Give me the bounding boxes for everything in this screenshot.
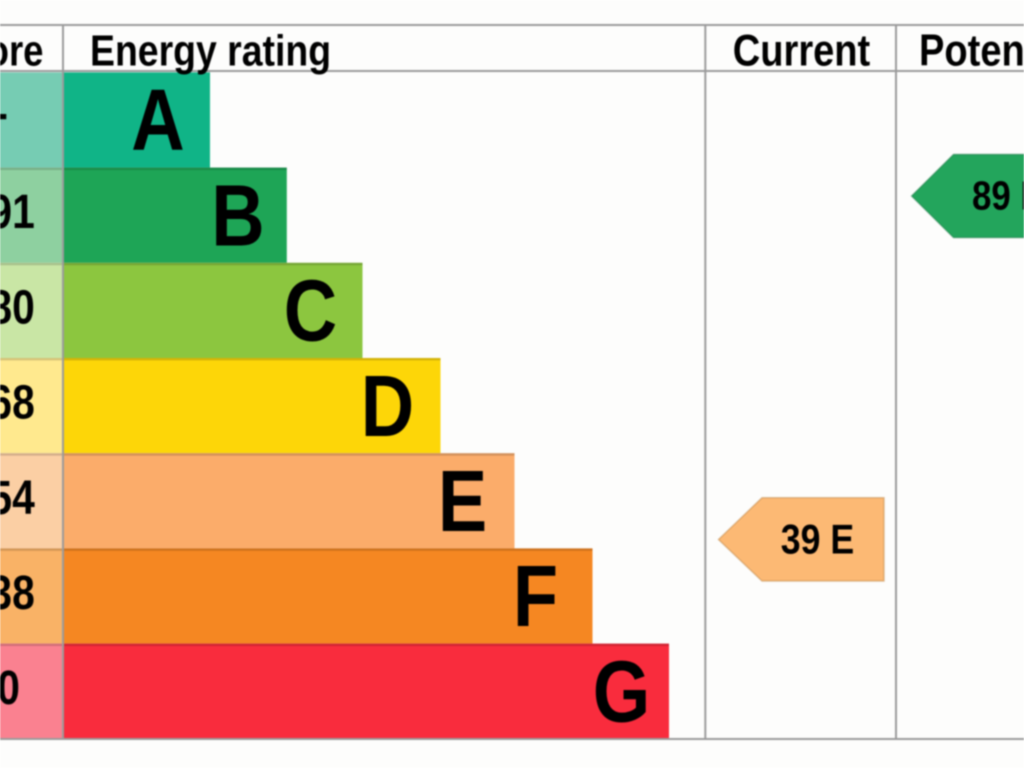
svg-text:92+: 92+ (0, 91, 8, 144)
svg-text:55-68: 55-68 (0, 377, 35, 430)
svg-text:39 E: 39 E (781, 517, 854, 563)
svg-text:Potential: Potential (919, 25, 1024, 76)
svg-text:F: F (513, 549, 558, 646)
svg-text:G: G (593, 644, 651, 741)
svg-text:21-38: 21-38 (0, 567, 35, 620)
svg-text:81-91: 81-91 (0, 186, 35, 239)
svg-text:39-54: 39-54 (0, 472, 35, 525)
svg-text:Current: Current (733, 25, 871, 76)
svg-text:E: E (438, 453, 487, 550)
svg-text:C: C (284, 263, 337, 360)
svg-text:Score: Score (0, 25, 44, 75)
svg-text:Energy rating: Energy rating (90, 26, 331, 76)
svg-text:1-20: 1-20 (0, 662, 20, 715)
svg-text:89 B: 89 B (972, 174, 1024, 219)
svg-text:A: A (131, 73, 184, 170)
svg-text:69-80: 69-80 (0, 281, 35, 334)
svg-text:D: D (361, 358, 414, 455)
svg-text:B: B (211, 168, 264, 265)
